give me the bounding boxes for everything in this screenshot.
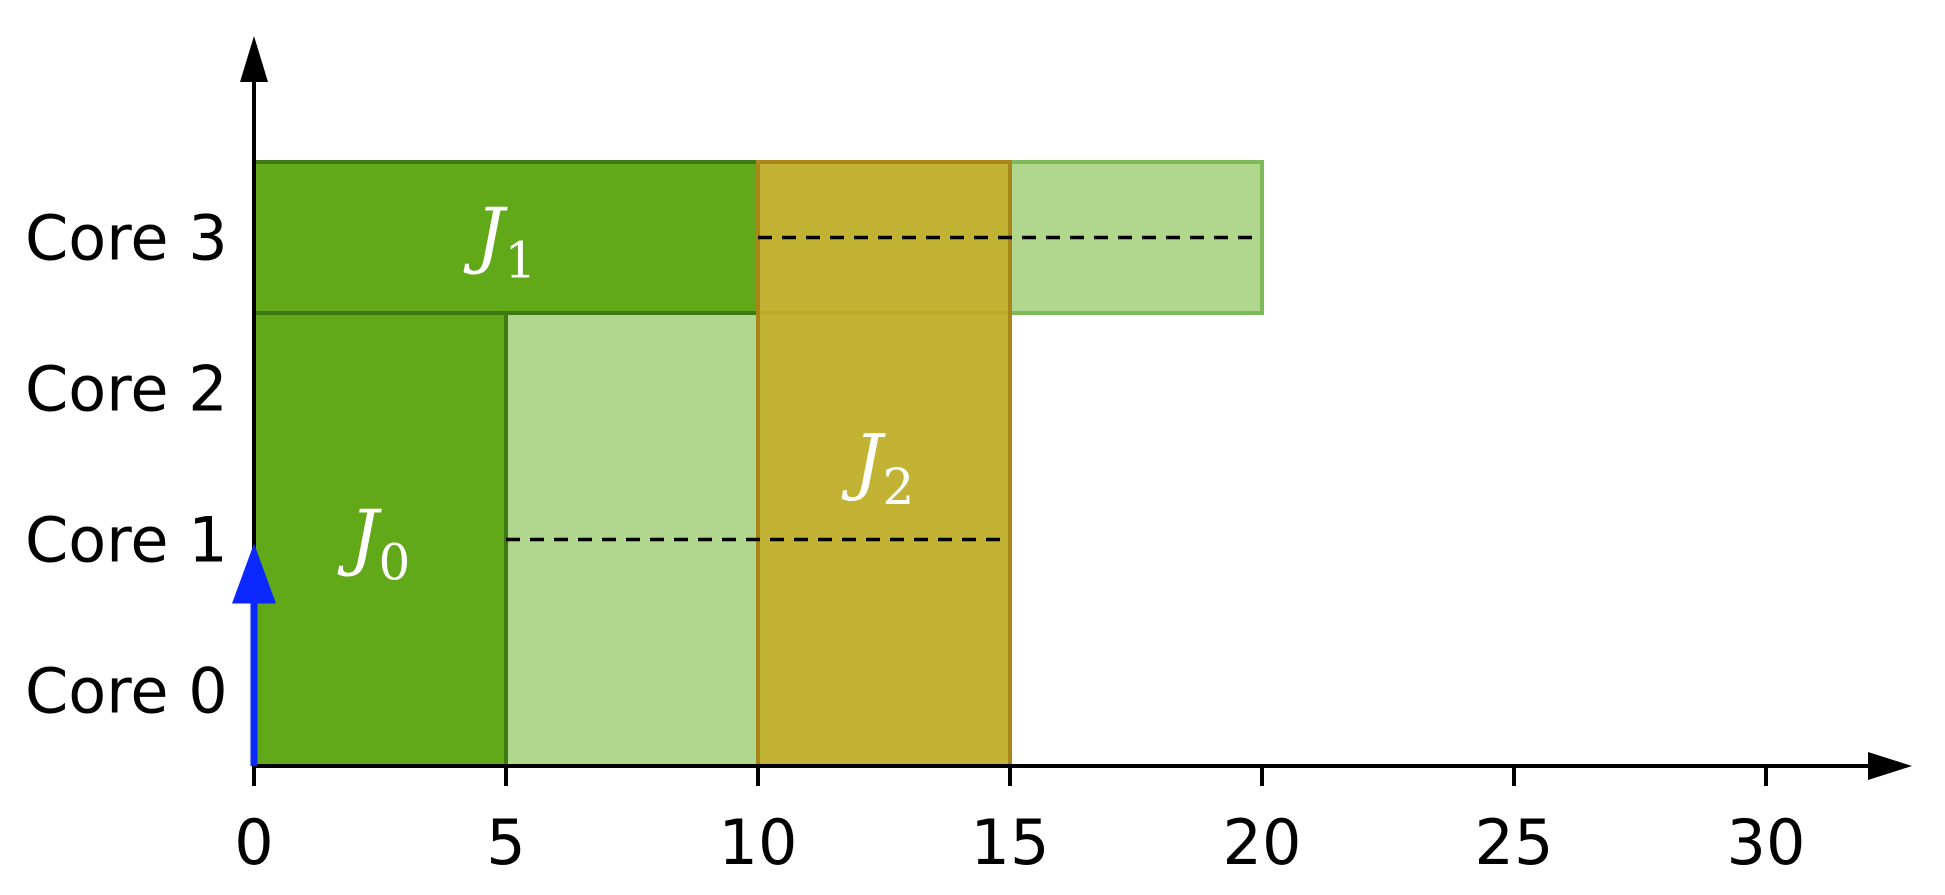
x-tick-label: 5: [486, 806, 525, 879]
job-blocks: [252, 160, 1264, 768]
x-ticks: 0 5 10 15 20 25 30: [234, 766, 1805, 879]
block-J1-exec: [252, 160, 760, 315]
deadline-dashed-lines: [506, 235, 1262, 542]
block-J0-exec: [252, 311, 508, 768]
core-label: Core 1: [25, 504, 228, 577]
core-labels: Core 0 Core 1 Core 2 Core 3: [25, 202, 228, 728]
y-axis-arrowhead: [240, 36, 268, 82]
core-label: Core 3: [25, 202, 228, 275]
x-axis-arrowhead: [1868, 752, 1912, 780]
x-tick-label: 25: [1475, 806, 1554, 879]
core-label: Core 0: [25, 655, 228, 728]
arrival-marker: [232, 543, 276, 766]
x-tick-label: 10: [719, 806, 798, 879]
block-J2-exec: [756, 160, 1012, 768]
x-tick-label: 30: [1727, 806, 1806, 879]
x-tick-label: 15: [971, 806, 1050, 879]
x-tick-label: 20: [1223, 806, 1302, 879]
x-tick-label: 0: [234, 806, 273, 879]
core-label: Core 2: [25, 353, 228, 426]
arrival-arrow-head: [232, 543, 276, 604]
